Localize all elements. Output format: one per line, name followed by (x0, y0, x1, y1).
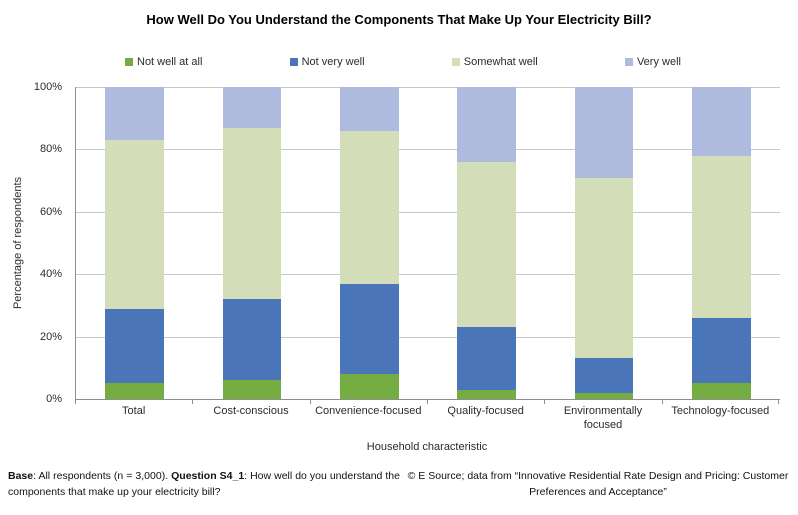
bar-segment-very-well (222, 87, 282, 128)
x-axis-category-labels: Total Cost-conscious Convenience-focused Qu… (75, 405, 779, 433)
y-tick-label: 80% (39, 143, 62, 156)
bar-column-total (76, 87, 193, 399)
bar-segment-not-well-at-all (457, 389, 516, 399)
footnote-base-label: Base (8, 470, 34, 482)
bar-segment-very-well (457, 87, 516, 162)
x-category-label: Quality-focused (447, 405, 524, 417)
footnote-question-label: Question S4_1 (171, 470, 245, 482)
x-axis-ticks (75, 400, 779, 405)
bar-segment-very-well (105, 87, 164, 141)
footnote-base-text: : All respondents (n = 3,000). (33, 470, 172, 482)
footnote-source: © E Source; data from “Innovative Reside… (407, 470, 789, 498)
y-tick-label: 100% (33, 81, 62, 93)
bar-segment-not-very-well (222, 299, 282, 381)
plot-area (75, 87, 780, 400)
legend: Not well at all Not very well Somewhat wel… (125, 56, 681, 68)
legend-swatch-icon (451, 58, 460, 66)
bar-segment-somewhat-well (222, 127, 282, 300)
gridline (76, 211, 780, 213)
x-tick-mark (309, 400, 311, 404)
bar-segment-very-well (339, 87, 399, 131)
legend-label: Very well (636, 56, 681, 68)
x-category-label: Convenience-focused (315, 405, 422, 417)
chart-title: How Well Do You Understand the Component… (146, 12, 652, 27)
x-tick-mark (427, 400, 428, 404)
y-tick-label: 60% (39, 205, 62, 218)
x-tick-mark (778, 400, 779, 404)
x-category-label: Technology-focused (671, 405, 770, 417)
stacked-bar (457, 87, 516, 399)
bar-segment-not-very-well (574, 358, 634, 393)
bar-column-environmentally-focused (545, 87, 662, 399)
bar-segment-very-well (691, 87, 751, 156)
stacked-bar (105, 87, 164, 399)
bar-column-cost-conscious (193, 87, 310, 399)
bar-segment-somewhat-well (339, 130, 399, 284)
x-tick-mark (661, 400, 663, 404)
y-axis-tick-labels: 0% 20% 40% 60% 80% 100% (0, 81, 68, 405)
bar-column-technology-focused (663, 87, 780, 399)
bar-column-quality-focused (428, 87, 545, 399)
bar-column-convenience-focused (311, 87, 428, 399)
bar-segment-not-well-at-all (574, 392, 634, 399)
bar-segment-not-well-at-all (339, 374, 399, 399)
y-tick-label: 20% (39, 330, 62, 343)
stacked-bar (222, 87, 282, 399)
x-tick-mark (544, 400, 546, 404)
legend-item-very-well: Very well (624, 56, 681, 68)
bar-segment-not-very-well (691, 317, 751, 384)
legend-swatch-icon (289, 58, 298, 66)
gridline (76, 274, 780, 276)
bar-segment-very-well (574, 87, 634, 178)
bar-segment-not-well-at-all (105, 383, 164, 399)
bars-container (76, 87, 780, 399)
gridline (76, 87, 780, 88)
bar-segment-somewhat-well (691, 155, 751, 318)
y-tick-label: 0% (46, 393, 62, 405)
x-tick-mark (75, 400, 76, 404)
bar-segment-somewhat-well (105, 140, 164, 309)
x-axis-title: Household characteristic (366, 441, 488, 453)
stacked-bar (574, 87, 634, 399)
y-tick-label: 40% (39, 268, 62, 281)
bar-segment-somewhat-well (457, 161, 516, 328)
bar-segment-not-well-at-all (222, 380, 282, 399)
legend-label: Somewhat well (463, 56, 538, 68)
bar-segment-not-well-at-all (691, 383, 751, 399)
x-category-label: Environmentally focused (563, 405, 643, 431)
bar-segment-not-very-well (457, 327, 516, 390)
footnote-base-question: Base: All respondents (n = 3,000). Quest… (8, 469, 400, 501)
gridline (76, 149, 780, 151)
legend-label: Not well at all (137, 56, 203, 68)
x-category-label: Total (122, 405, 146, 417)
bar-segment-not-very-well (105, 308, 164, 384)
legend-swatch-icon (125, 58, 133, 66)
stacked-bar (339, 87, 399, 399)
gridline (76, 336, 780, 338)
legend-swatch-icon (624, 58, 633, 66)
footnote-question-text: : How well do you understand the compone… (8, 470, 400, 498)
legend-item-not-well-at-all: Not well at all (125, 56, 202, 68)
stacked-bar (691, 87, 751, 399)
legend-item-somewhat-well: Somewhat well (451, 56, 538, 68)
x-tick-mark (192, 400, 194, 404)
legend-label: Not very well (301, 56, 365, 68)
x-category-label: Cost-conscious (213, 405, 289, 417)
bar-segment-somewhat-well (574, 177, 634, 359)
legend-item-not-very-well: Not very well (289, 56, 365, 68)
bar-segment-not-very-well (339, 283, 399, 375)
